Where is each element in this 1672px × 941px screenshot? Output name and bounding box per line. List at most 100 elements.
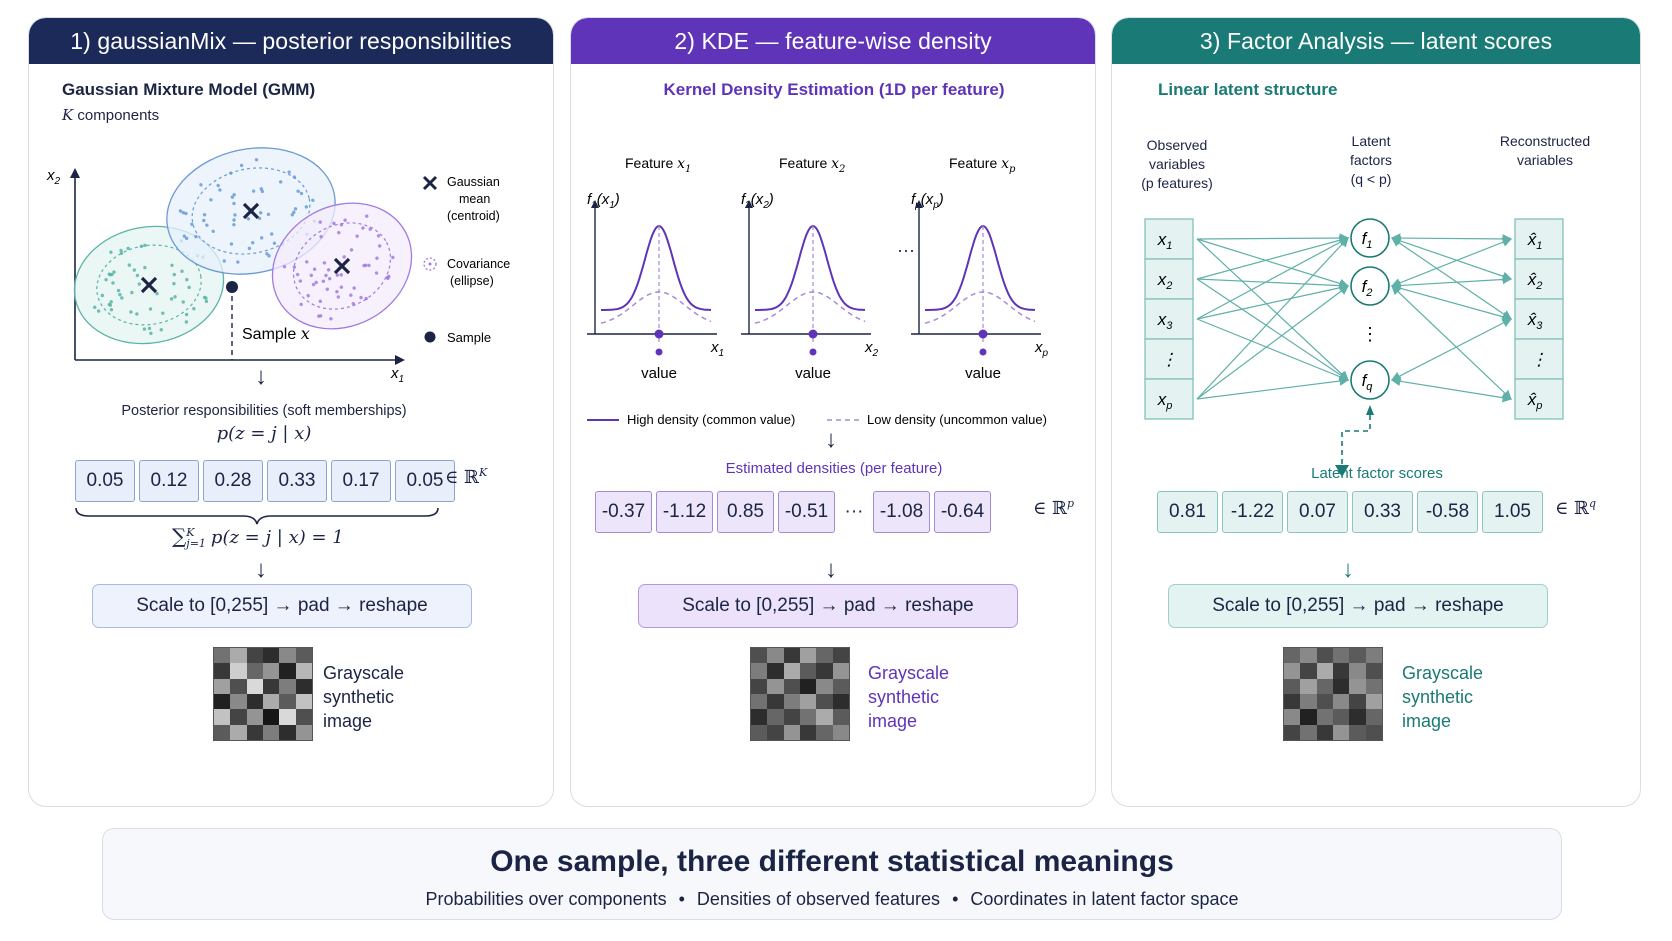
down-arrow-icon: ↓ <box>825 426 837 453</box>
observed-variable-label: xp <box>1157 390 1173 412</box>
sample-dot <box>349 248 354 252</box>
loading-edge <box>1196 237 1349 400</box>
sample-dot <box>211 229 215 234</box>
latent-factor-label: f2 <box>1362 277 1373 299</box>
reconstructed-variable-box <box>1514 258 1564 300</box>
sample-dot <box>236 260 240 264</box>
sample-dot <box>298 279 303 283</box>
reconstructed-header: Reconstructed variables <box>1499 133 1591 168</box>
vector-cell: 0.17 <box>331 460 391 502</box>
sample-dot <box>233 213 237 217</box>
pixel <box>1284 678 1301 694</box>
sample-dot <box>343 218 347 222</box>
sample-dot <box>232 201 236 206</box>
feature-header: Feature xp <box>949 155 1016 175</box>
latent-factor-label: f1 <box>1362 229 1373 251</box>
value-point <box>808 329 818 339</box>
sample-dot <box>232 223 236 227</box>
sample-dot <box>109 308 114 312</box>
sample-dot <box>378 244 382 248</box>
pixel <box>751 648 768 664</box>
reconstructed-variable-label: x̂1 <box>1527 230 1543 252</box>
sample-dot <box>337 230 341 235</box>
sample-dot <box>190 222 194 226</box>
grayscale-label: Grayscale synthetic image <box>323 663 405 731</box>
density-x-label: xp <box>1034 339 1049 359</box>
sample-dot <box>137 282 142 286</box>
high-density-curve <box>601 225 711 311</box>
panel-kde: 2) KDE — feature-wise density Kernel Den… <box>570 17 1096 807</box>
footer-item: Densities of observed features <box>696 889 941 909</box>
sample-dot <box>180 269 184 273</box>
ellipse-icon <box>423 257 437 271</box>
latent-factor-node <box>1350 266 1390 306</box>
sample-dot <box>119 251 124 255</box>
gmm-clusters <box>73 147 413 345</box>
sample-dot <box>295 272 300 277</box>
factor-ellipsis: ⋮ <box>1361 324 1379 344</box>
sample-dot <box>349 293 353 297</box>
legend-mean-line2: mean <box>459 192 490 206</box>
vector-cell: 0.05 <box>75 460 135 502</box>
sample-dot <box>184 312 189 317</box>
loading-edge <box>1196 278 1350 291</box>
pixel <box>279 709 296 725</box>
pixel <box>1365 663 1382 679</box>
panel-factor-analysis: 3) Factor Analysis — latent scores Linea… <box>1111 17 1641 807</box>
pixel <box>1300 693 1317 710</box>
sample-dot <box>192 306 196 311</box>
pixel <box>246 663 263 679</box>
grayscale-image <box>213 647 313 741</box>
sample-dot <box>278 180 283 184</box>
low-density-curve <box>600 291 712 324</box>
y-axis-label: x2 <box>46 167 61 187</box>
sample-dot <box>292 175 297 179</box>
pixel <box>1349 648 1366 664</box>
latent-factor-node <box>1350 360 1390 400</box>
pixel <box>1349 709 1366 725</box>
sample-dot <box>142 327 147 331</box>
pixel <box>800 693 817 710</box>
pixel <box>263 709 280 725</box>
pixel <box>767 678 784 694</box>
pixel <box>246 724 263 740</box>
x-axis-label: x1 <box>390 365 404 385</box>
pixel <box>263 678 280 694</box>
sample-dot <box>265 252 269 256</box>
sample-dot <box>267 254 271 258</box>
pixel <box>783 648 800 664</box>
cross-icon <box>422 175 438 191</box>
gmm-scatter-plot: x1 x2 Sample x Gaussian mean (centroid) … <box>46 147 510 385</box>
sample-dot <box>116 288 121 293</box>
sample-dot <box>216 183 220 188</box>
sample-dot <box>218 188 222 192</box>
footer-item: Coordinates in latent factor space <box>970 889 1239 909</box>
loading-edge <box>1196 283 1350 320</box>
pixel <box>1349 663 1366 679</box>
vector-cell: 0.28 <box>203 460 263 502</box>
pixel <box>214 724 231 740</box>
sample-dot <box>335 290 339 294</box>
sample-dot <box>296 189 300 193</box>
sample-dot <box>159 328 163 332</box>
observed-variable-box <box>1144 298 1194 340</box>
sample-dot <box>339 285 344 289</box>
vector-cell: -0.37 <box>595 491 652 533</box>
observed-variable-label: ⋮ <box>1161 350 1178 369</box>
high-density-curve <box>755 225 865 311</box>
grayscale-image <box>1283 647 1383 741</box>
vector-cell: 0.33 <box>1352 491 1413 533</box>
pixel <box>751 709 768 725</box>
sample-dot <box>184 320 189 324</box>
sample-dot <box>306 293 310 298</box>
density-x-label: x2 <box>864 339 879 359</box>
sample-dot <box>194 234 198 239</box>
pixel <box>816 724 833 740</box>
responsibility-vector: 0.05 0.12 0.28 0.33 0.17 0.05 <box>75 460 455 502</box>
sample-dot <box>376 234 381 238</box>
sample-dot <box>155 291 159 296</box>
legend-high: High density (common value) <box>627 412 795 427</box>
sample-dot <box>355 234 359 238</box>
pixel <box>832 648 849 664</box>
pixel <box>246 678 263 694</box>
